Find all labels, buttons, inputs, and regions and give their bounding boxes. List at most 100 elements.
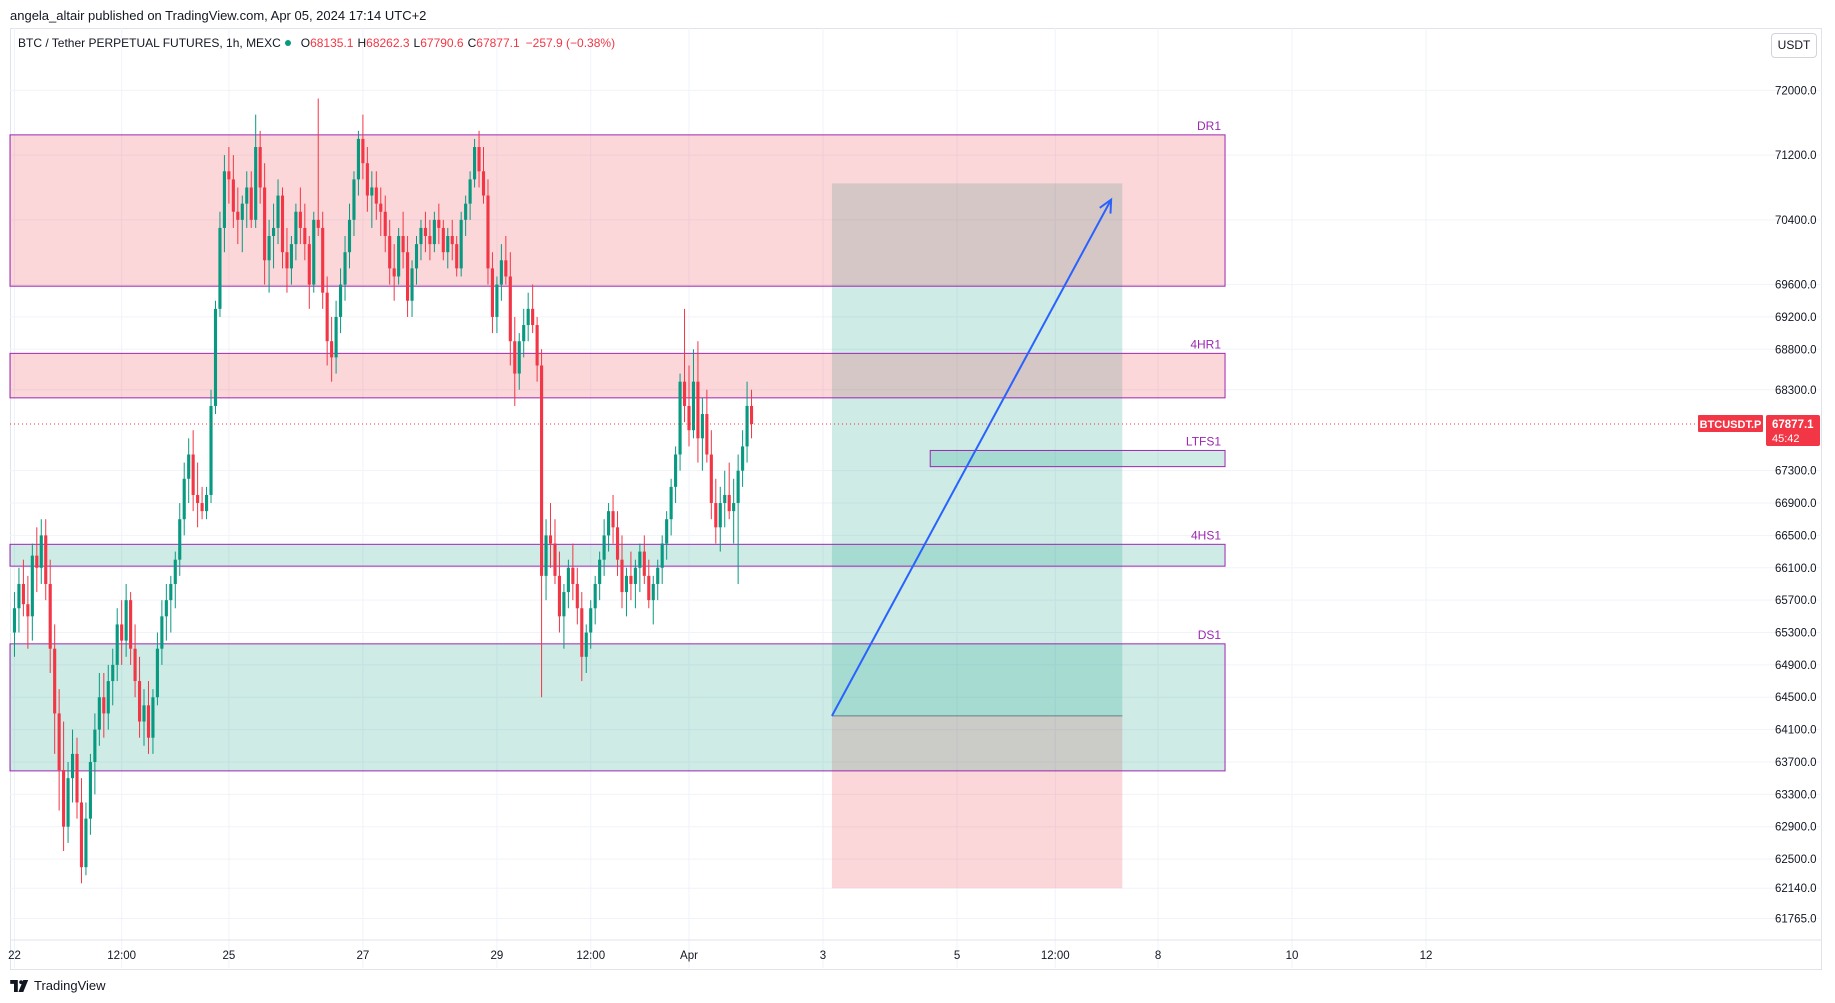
candle-body bbox=[182, 478, 186, 520]
candle-body bbox=[44, 535, 48, 584]
candle-body bbox=[540, 365, 544, 576]
candle-body bbox=[111, 664, 115, 682]
candle-body bbox=[517, 341, 521, 374]
candle-body bbox=[374, 187, 378, 204]
candle-body bbox=[727, 494, 731, 512]
candle-body bbox=[656, 567, 660, 584]
candle-body bbox=[709, 454, 713, 504]
price-tick-label: 66100.0 bbox=[1775, 563, 1817, 575]
candle-body bbox=[222, 171, 226, 228]
candle-body bbox=[486, 195, 490, 269]
candle-body bbox=[607, 511, 611, 536]
candle-body bbox=[213, 308, 218, 406]
candle-body bbox=[526, 308, 530, 326]
candle-body bbox=[665, 519, 669, 544]
low-value: 67790.6 bbox=[420, 36, 464, 50]
candle-body bbox=[316, 219, 320, 228]
candle-body bbox=[218, 227, 222, 309]
candle-body bbox=[129, 600, 133, 649]
candle-body bbox=[388, 236, 392, 269]
candle-body bbox=[204, 494, 209, 512]
price-tick-label: 62500.0 bbox=[1775, 854, 1817, 866]
zone-4hr1 bbox=[9, 352, 1226, 399]
candle-body bbox=[432, 219, 436, 245]
candle-body bbox=[508, 276, 512, 342]
candle-body bbox=[495, 284, 499, 317]
candle-body bbox=[741, 446, 745, 471]
candle-body bbox=[745, 405, 749, 447]
candle-body bbox=[624, 575, 629, 593]
candle-body bbox=[361, 138, 365, 164]
candle-body bbox=[593, 583, 597, 609]
candle-body bbox=[548, 535, 553, 544]
candle-body bbox=[379, 203, 383, 212]
low-label: L bbox=[413, 36, 421, 50]
candle-body bbox=[258, 147, 262, 188]
candle-body bbox=[401, 236, 405, 253]
candle-body bbox=[298, 211, 302, 228]
candle-body bbox=[473, 147, 477, 180]
candle-body bbox=[414, 244, 419, 269]
time-tick-label: 5 bbox=[954, 950, 960, 962]
price-tick-label: 64500.0 bbox=[1775, 692, 1817, 704]
candle-body bbox=[155, 648, 159, 698]
price-tick-label: 61765.0 bbox=[1775, 914, 1817, 926]
candle-body bbox=[240, 203, 244, 220]
candle-body bbox=[245, 187, 249, 204]
candle-body bbox=[397, 236, 401, 277]
price-tick-label: 69600.0 bbox=[1775, 280, 1817, 292]
candle-body bbox=[611, 511, 615, 528]
currency-button[interactable]: USDT bbox=[1771, 33, 1817, 58]
candle-body bbox=[370, 187, 374, 196]
candle-body bbox=[338, 284, 343, 317]
candle-body bbox=[566, 567, 570, 593]
candle-body bbox=[513, 341, 517, 374]
candle-body bbox=[468, 179, 472, 204]
time-tick-label: 25 bbox=[222, 950, 235, 962]
zone-label-4hs1: 4HS1 bbox=[1191, 528, 1221, 542]
candle-body bbox=[39, 535, 43, 568]
candle-body bbox=[682, 381, 687, 406]
time-tick-label: 12:00 bbox=[107, 950, 136, 962]
candle-body bbox=[598, 559, 602, 584]
candle-body bbox=[450, 236, 454, 245]
candle-body bbox=[276, 195, 280, 228]
candle-body bbox=[227, 171, 231, 180]
candle-body bbox=[696, 381, 700, 439]
tradingview-brand: TradingView bbox=[34, 978, 106, 993]
candle-body bbox=[557, 575, 562, 617]
candle-body bbox=[178, 519, 182, 560]
price-tick-label: 71200.0 bbox=[1775, 150, 1817, 162]
price-tick-label: 65700.0 bbox=[1775, 595, 1817, 607]
candle-body bbox=[164, 600, 168, 617]
candle-body bbox=[419, 227, 423, 245]
candle-body bbox=[17, 583, 21, 609]
chart-frame[interactable] bbox=[10, 28, 1822, 970]
symbol-badge-label: BTCUSDT.P bbox=[1700, 419, 1762, 431]
price-tick-label: 68300.0 bbox=[1775, 385, 1817, 397]
candle-body bbox=[531, 308, 535, 326]
price-tick-label: 70400.0 bbox=[1775, 215, 1817, 227]
candle-body bbox=[325, 292, 329, 342]
zone-ds1 bbox=[9, 643, 1226, 772]
time-tick-label: 3 bbox=[820, 950, 826, 962]
candle-body bbox=[575, 583, 579, 609]
candle-body bbox=[285, 252, 289, 269]
candle-body bbox=[687, 405, 691, 431]
candle-body bbox=[723, 494, 727, 504]
candle-body bbox=[124, 600, 128, 641]
candle-body bbox=[70, 753, 75, 779]
candle-body bbox=[732, 503, 736, 512]
zone-label-ltfs1: LTFS1 bbox=[1186, 434, 1221, 448]
candle-body bbox=[441, 227, 445, 253]
symbol-title[interactable]: BTC / Tether PERPETUAL FUTURES, 1h, MEXC bbox=[18, 36, 281, 50]
position-stop-zone bbox=[831, 715, 1123, 889]
zone-dr1 bbox=[9, 134, 1226, 287]
candle-body bbox=[584, 632, 588, 657]
candle-body bbox=[231, 179, 235, 212]
candle-body bbox=[410, 268, 414, 301]
candle-body bbox=[169, 583, 173, 601]
bar-countdown-label: 45:42 bbox=[1772, 433, 1800, 445]
candle-body bbox=[437, 219, 441, 228]
